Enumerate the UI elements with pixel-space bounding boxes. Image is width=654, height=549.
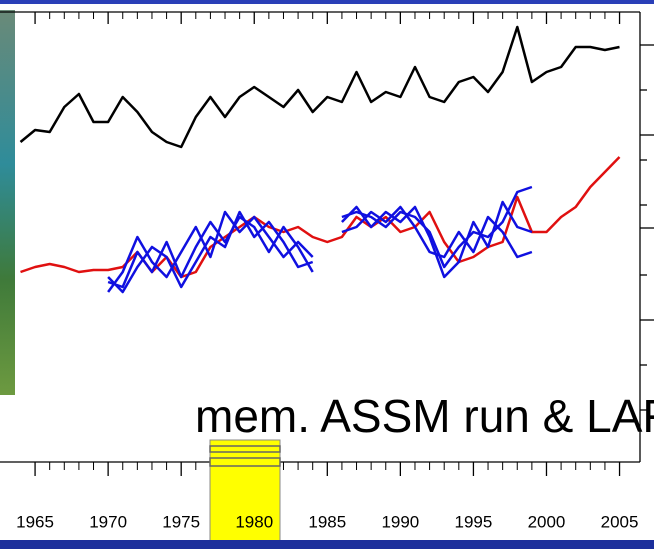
- x-tick-label: 1990: [381, 512, 419, 531]
- x-tick-label: 1985: [308, 512, 346, 531]
- top-band: [0, 0, 654, 4]
- photo: [0, 10, 15, 395]
- x-tick-label: 1970: [89, 512, 127, 531]
- x-tick-label: 1975: [162, 512, 200, 531]
- axes: [0, 11, 654, 463]
- line-series: [107, 205, 533, 294]
- x-tick-label: 1965: [16, 512, 54, 531]
- line-series: [19, 25, 620, 149]
- annotation: mem. ASSM run & LAF: [195, 390, 654, 442]
- x-tick-label: 1980: [235, 512, 273, 531]
- x-tick-label: 2005: [601, 512, 639, 531]
- x-tick-label: 1995: [455, 512, 493, 531]
- x-tick-label: 2000: [528, 512, 566, 531]
- yellow-box: [209, 439, 281, 549]
- line-series: [107, 200, 533, 293]
- line-series: [20, 156, 621, 279]
- bottom-band: [0, 540, 654, 549]
- plot-area: [19, 12, 621, 476]
